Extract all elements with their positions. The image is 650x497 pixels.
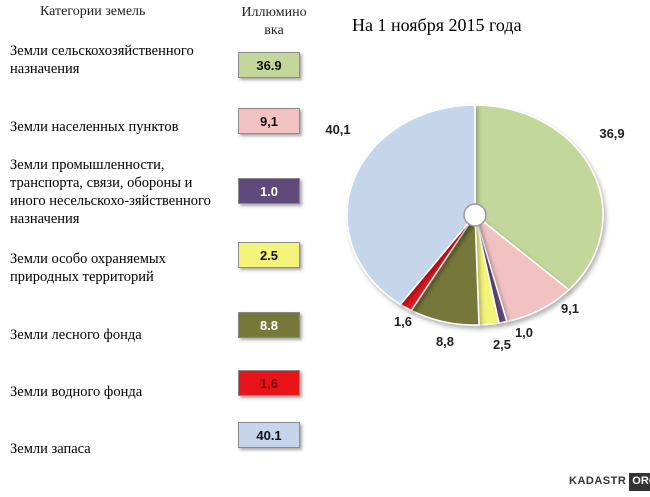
legend-box-water: 1,6 xyxy=(238,370,300,396)
pie-label-settlements: 9,1 xyxy=(561,301,579,316)
legend-box-industry: 1.0 xyxy=(238,178,300,204)
pie-label-reserve: 40,1 xyxy=(325,122,350,137)
category-label-industry: Земли промышленности, транспорта, связи,… xyxy=(10,157,211,227)
categories-header: Категории земель xyxy=(40,4,146,19)
chart-title: На 1 ноября 2015 года xyxy=(352,15,522,35)
watermark-left: KADASTR xyxy=(566,473,630,491)
pie-label-agricultural: 36,9 xyxy=(599,126,624,141)
pie-slice-reserve xyxy=(346,104,476,306)
category-label-agricultural: Земли сельскохозяйственного назначения xyxy=(10,43,194,77)
category-label-settlements: Земли населенных пунктов xyxy=(10,119,179,135)
pie-label-forest: 8,8 xyxy=(436,334,454,349)
pie-label-industry: 1,0 xyxy=(515,325,533,340)
kadastr-watermark: KADASTR ORG xyxy=(566,473,650,491)
category-label-forest: Земли лесного фонда xyxy=(10,327,142,343)
pie-slice-agricultural xyxy=(474,104,604,291)
legend-box-agricultural: 36.9 xyxy=(238,52,300,78)
legend-header: Иллюмино вка xyxy=(241,5,307,38)
pie-center-hole xyxy=(463,203,487,227)
legend-box-forest: 8.8 xyxy=(238,312,300,338)
pie-label-protected: 2,5 xyxy=(493,337,511,352)
category-label-protected: Земли особо охраняемых природных террито… xyxy=(10,251,166,285)
category-label-water: Земли водного фонда xyxy=(10,384,143,400)
legend-box-protected: 2.5 xyxy=(238,242,300,268)
watermark-right: ORG xyxy=(629,473,650,491)
pie-label-water: 1,6 xyxy=(394,314,412,329)
legend-box-settlements: 9,1 xyxy=(238,108,300,134)
category-label-reserve: Земли запаса xyxy=(10,441,91,457)
legend-box-reserve: 40.1 xyxy=(238,422,300,448)
